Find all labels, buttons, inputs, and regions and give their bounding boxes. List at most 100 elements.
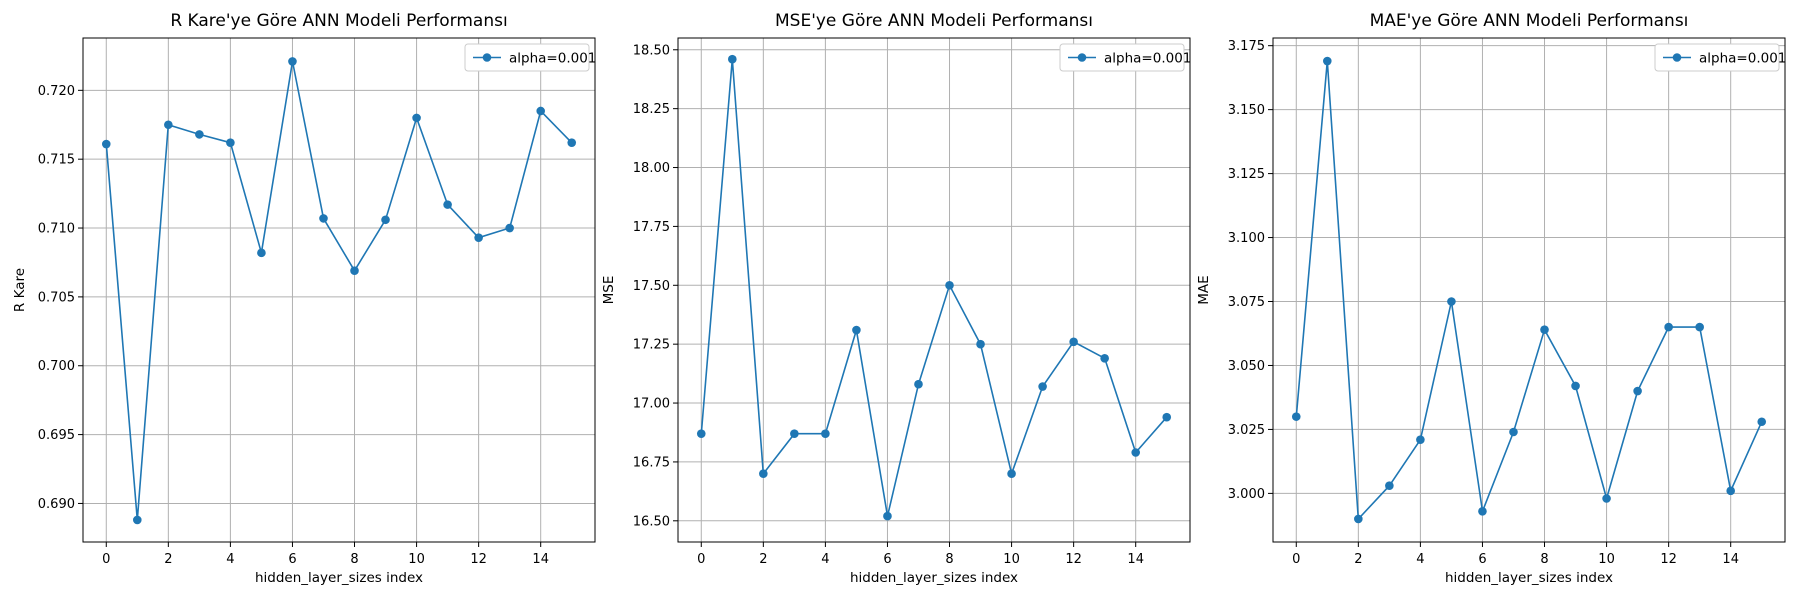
legend: alpha=0.001 (1654, 43, 1786, 72)
legend: alpha=0.001 (464, 43, 596, 72)
data-point (1354, 514, 1363, 524)
data-point (443, 200, 452, 209)
data-point (1633, 386, 1642, 396)
x-tick-label: 6 (288, 552, 296, 567)
legend-marker (1077, 53, 1087, 62)
y-tick-label: 17.25 (633, 338, 670, 353)
data-point (381, 215, 390, 225)
y-tick-label: 3.100 (1228, 231, 1265, 246)
data-point (164, 120, 173, 130)
legend-box (1059, 43, 1185, 72)
data-point (1100, 353, 1109, 363)
data-point (1509, 427, 1518, 437)
legend-box (1654, 43, 1780, 72)
data-point (133, 515, 142, 525)
y-tick-label: 0.720 (38, 84, 75, 99)
legend-label: alpha=0.001 (509, 51, 596, 67)
x-tick-label: 4 (226, 552, 234, 567)
data-point (883, 511, 892, 521)
y-tick-label: 3.125 (1228, 167, 1265, 182)
plot-frame (82, 37, 596, 543)
y-tick-label: 0.710 (38, 222, 75, 237)
data-point (1447, 297, 1456, 306)
x-tick-label: 8 (350, 552, 358, 567)
y-tick-label: 0.705 (38, 290, 75, 305)
data-point (1478, 506, 1487, 516)
data-point (1540, 325, 1549, 334)
x-axis-ticks: 0 2 4 6 8 10 12 14 (1292, 542, 1739, 567)
data-point (567, 138, 577, 147)
y-tick-label: 17.00 (633, 397, 670, 412)
x-axis-label: hidden_layer_sizes index (1445, 570, 1613, 586)
series-line (105, 61, 573, 521)
data-point (1131, 448, 1140, 457)
y-tick-label: 3.025 (1228, 423, 1265, 438)
chart-title: MAE'ye Göre ANN Modeli Performansı (1370, 11, 1689, 31)
data-point (1162, 412, 1172, 422)
data-point (1291, 412, 1301, 421)
data-point (195, 130, 204, 139)
data-point (976, 339, 985, 349)
data-point (696, 429, 706, 438)
y-tick-label: 0.695 (38, 428, 75, 443)
grid-lines (83, 38, 595, 542)
data-point (1416, 435, 1425, 444)
data-point (350, 266, 359, 276)
data-point (1602, 494, 1611, 503)
data-point (1007, 469, 1016, 479)
data-point (945, 280, 954, 290)
data-point (101, 139, 111, 149)
x-tick-label: 0 (697, 552, 705, 567)
legend-label: alpha=0.001 (1104, 51, 1191, 67)
data-point (728, 54, 737, 64)
series-line (700, 59, 1168, 517)
data-point (226, 138, 235, 147)
x-tick-label: 2 (1354, 552, 1362, 567)
chart-panel-2: 0 2 4 6 8 10 12 14 16.50 16.75 17.00 17.25 17.50 17.7… (601, 11, 1191, 586)
chart-panel-3: 0 2 4 6 8 10 12 14 3.000 3.025 3.050 3.075 3.100 3.12… (1196, 11, 1786, 586)
data-point (1323, 56, 1332, 66)
x-tick-label: 8 (1540, 552, 1548, 567)
y-axis-ticks: 16.50 16.75 17.00 17.25 17.50 17.75 18.00 18.25… (633, 43, 678, 529)
data-point (1038, 382, 1047, 391)
y-tick-label: 0.690 (38, 497, 75, 512)
data-point (1069, 337, 1078, 347)
x-tick-label: 8 (945, 552, 953, 567)
data-point (288, 57, 297, 66)
data-point (1664, 322, 1673, 332)
series-1 (101, 57, 577, 525)
y-axis-label: R Kare (12, 268, 28, 312)
x-axis-label: hidden_layer_sizes index (850, 570, 1018, 586)
data-point (1571, 381, 1580, 391)
x-tick-label: 14 (532, 552, 549, 567)
data-point (914, 379, 923, 389)
x-tick-label: 4 (1416, 552, 1424, 567)
data-point (1726, 486, 1735, 496)
y-tick-label: 18.50 (633, 43, 670, 58)
y-tick-label: 0.700 (38, 359, 75, 374)
y-axis-label: MAE (1196, 275, 1212, 304)
x-tick-label: 0 (1292, 552, 1300, 567)
y-tick-label: 3.150 (1228, 103, 1265, 118)
x-tick-label: 12 (470, 552, 487, 567)
legend-label: alpha=0.001 (1699, 51, 1786, 67)
y-axis-ticks: 0.690 0.695 0.700 0.705 0.710 0.715 0.720 (38, 84, 83, 512)
y-axis-ticks: 3.000 3.025 3.050 3.075 3.100 3.125 3.150 3.175 (1228, 39, 1273, 502)
series-1 (696, 54, 1172, 521)
series-1 (1291, 56, 1767, 524)
x-tick-label: 2 (759, 552, 767, 567)
data-point (505, 223, 514, 233)
x-axis-ticks: 0 2 4 6 8 10 12 14 (102, 542, 549, 567)
data-point (1757, 417, 1767, 427)
plot-frame (1272, 37, 1786, 543)
x-tick-label: 6 (883, 552, 891, 567)
data-point (319, 214, 328, 223)
grid-lines (1273, 38, 1785, 542)
x-tick-label: 10 (1003, 552, 1020, 567)
data-point (1695, 322, 1704, 332)
legend-marker (482, 53, 492, 62)
y-tick-label: 18.25 (633, 102, 670, 117)
data-point (257, 248, 266, 258)
y-tick-label: 16.75 (633, 455, 670, 470)
legend-marker (1672, 53, 1682, 62)
